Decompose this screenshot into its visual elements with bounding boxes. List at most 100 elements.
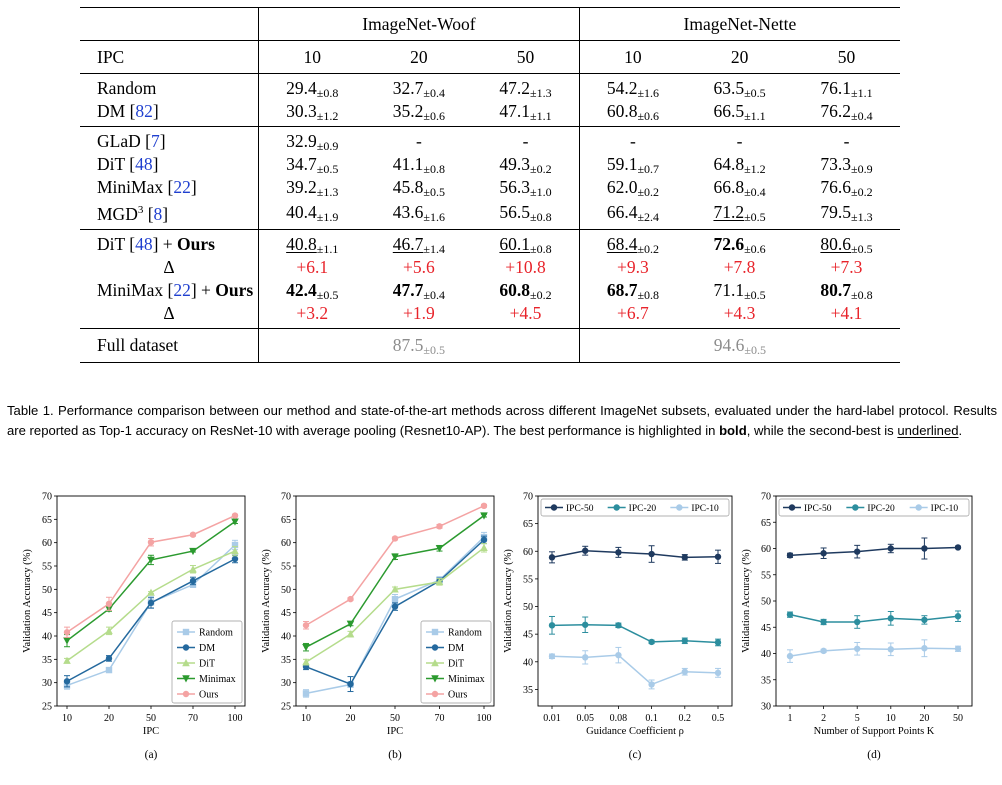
series-ipc-10 [786,639,962,663]
y-axis-label: Validation Accuracy (%) [22,549,33,653]
value-main: 80.7 [820,279,852,300]
ours-label: Ours [215,279,254,300]
value-cell: - [578,126,687,153]
value-cell: +1.9 [365,302,472,329]
data-point [648,638,655,646]
data-point [189,547,197,556]
y-tick-label: 25 [281,702,291,713]
series-ipc-50 [786,537,962,560]
value-main: 54.2 [606,78,638,98]
data-point [391,585,399,593]
value-main: 30.3 [286,101,317,121]
value-std: ±0.6 [637,109,660,123]
y-tick-label: 45 [42,608,52,619]
data-point [480,512,488,520]
value-cell: 68.7±0.8 [578,278,687,302]
citation: 22 [173,279,191,300]
chart-panel: 30 35 40 45 50 55 60 65 70 1 2 5 10 20 50 Number of Sup… [741,492,973,761]
data-point [681,554,688,561]
value-main: 47.2 [499,78,531,98]
series-line [789,613,959,623]
full-dataset-woof: 87.5±0.5 [258,327,580,363]
value-cell: 59.1±0.7 [578,153,687,176]
value-std: ±0.5 [744,209,766,224]
method-name: DiT [48] + Ours [80,228,259,256]
y-tick-label: 65 [281,515,291,526]
y-tick-label: 60 [281,538,291,549]
data-point [346,620,355,628]
data-point [915,504,922,511]
data-point [147,599,155,607]
value-std: ±0.9 [851,162,873,176]
value-cell: 76.6±0.2 [793,176,900,199]
value-cell: - [365,126,473,153]
legend-label: IPC-20 [867,504,895,514]
value-cell: 60.8±0.2 [472,279,579,302]
data-point [681,637,688,644]
x-tick-label: 50 [953,713,963,724]
value-cell: 34.7±0.5 [258,153,366,176]
method-name: DM [82] [97,101,159,121]
panel-label: (d) [867,749,881,761]
legend-label: DiT [448,659,464,670]
value-cell: 66.5±1.1 [686,100,793,127]
panel-label: (b) [388,749,402,761]
series-line [66,514,236,633]
value-std: ±0.4 [423,86,445,100]
value-main: 56.5 [499,201,531,222]
y-tick-label: 25 [42,702,52,713]
x-tick-label: 0.01 [543,713,561,724]
value-std: ±0.2 [637,185,660,199]
value-cell: +5.6 [365,256,472,279]
x-axis-label: Number of Support Points K [814,726,935,737]
y-tick-label: 50 [281,585,291,596]
data-point [786,611,794,618]
data-point [105,666,113,674]
value-std: ±0.5 [423,185,445,199]
delta-row: Δ +6.1 +5.6 +10.8 +9.3 +7.8 +7.3 [80,255,900,279]
x-tick-label: 0.5 [712,713,725,724]
data-point [182,644,190,651]
value-cell: - [472,126,580,153]
value-main: 80.6 [820,233,852,254]
citation: 48 [135,154,153,174]
method-label: GLaD [97,131,141,151]
value-main: +4.1 [830,302,863,323]
y-tick-label: 65 [42,515,52,526]
value-std: ±1.1 [530,109,552,123]
data-point [788,504,796,511]
x-tick-label: 5 [855,713,860,724]
data-point [676,504,683,511]
y-tick-label: 45 [523,630,533,641]
x-tick-label: 0.1 [645,713,658,724]
value-main: 32.7 [392,78,424,98]
value-std: ±1.6 [423,209,445,224]
method-row: GLaD [7] 32.9±0.9- - - - - [80,126,900,153]
y-tick-label: 60 [761,544,771,555]
y-tick-label: 70 [42,492,52,503]
y-tick-label: 40 [761,649,771,660]
value-cell: 42.4±0.5 [258,278,366,302]
data-point [648,550,655,558]
data-point [63,637,71,645]
y-tick-label: 55 [281,562,291,573]
legend-box [171,620,243,704]
y-tick-label: 55 [523,574,533,585]
value-main: 62.0 [606,177,638,197]
legend-box [778,498,970,517]
value-cell: 76.1±1.1 [793,73,900,100]
method-suffix: + [158,233,178,254]
y-tick-label: 30 [761,702,771,713]
method-suffix: + [196,279,216,300]
data-point [302,658,310,666]
data-point [105,655,113,662]
value-cell: 47.7±0.4 [365,279,472,302]
results-table: ImageNet-Woof ImageNet-Nette IPC 10 20 5… [80,7,900,363]
value-main: +4.3 [723,302,756,323]
value-std: ±0.2 [530,162,552,176]
value-main: +7.3 [830,256,863,277]
y-tick-label: 50 [761,597,771,608]
value-cell: +9.3 [578,255,687,279]
value-main: 34.7 [286,154,317,174]
method-name: Random [80,73,259,100]
